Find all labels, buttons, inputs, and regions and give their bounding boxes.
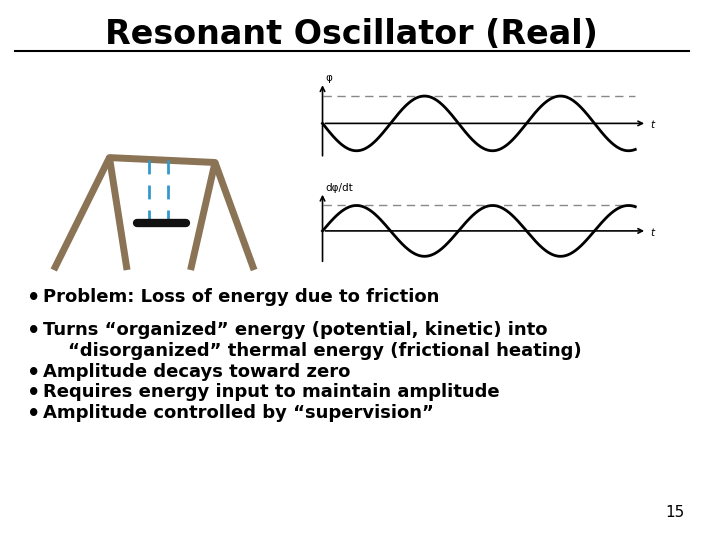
Text: •: •	[27, 321, 41, 341]
Text: •: •	[27, 288, 41, 308]
Text: •: •	[27, 404, 41, 424]
Text: dφ/dt: dφ/dt	[325, 183, 354, 193]
Text: Requires energy input to maintain amplitude: Requires energy input to maintain amplit…	[43, 383, 500, 401]
Text: Amplitude decays toward zero: Amplitude decays toward zero	[43, 363, 351, 381]
Text: Amplitude controlled by “supervision”: Amplitude controlled by “supervision”	[43, 404, 434, 422]
Text: 15: 15	[665, 505, 684, 520]
Text: t: t	[650, 228, 654, 238]
Text: •: •	[27, 363, 41, 383]
Text: Turns “organized” energy (potential, kinetic) into
    “disorganized” thermal en: Turns “organized” energy (potential, kin…	[43, 321, 582, 360]
Text: φ: φ	[325, 73, 333, 84]
Text: •: •	[27, 383, 41, 403]
Text: Resonant Oscillator (Real): Resonant Oscillator (Real)	[105, 18, 598, 51]
Text: t: t	[650, 120, 654, 130]
Text: Problem: Loss of energy due to friction: Problem: Loss of energy due to friction	[43, 288, 439, 306]
